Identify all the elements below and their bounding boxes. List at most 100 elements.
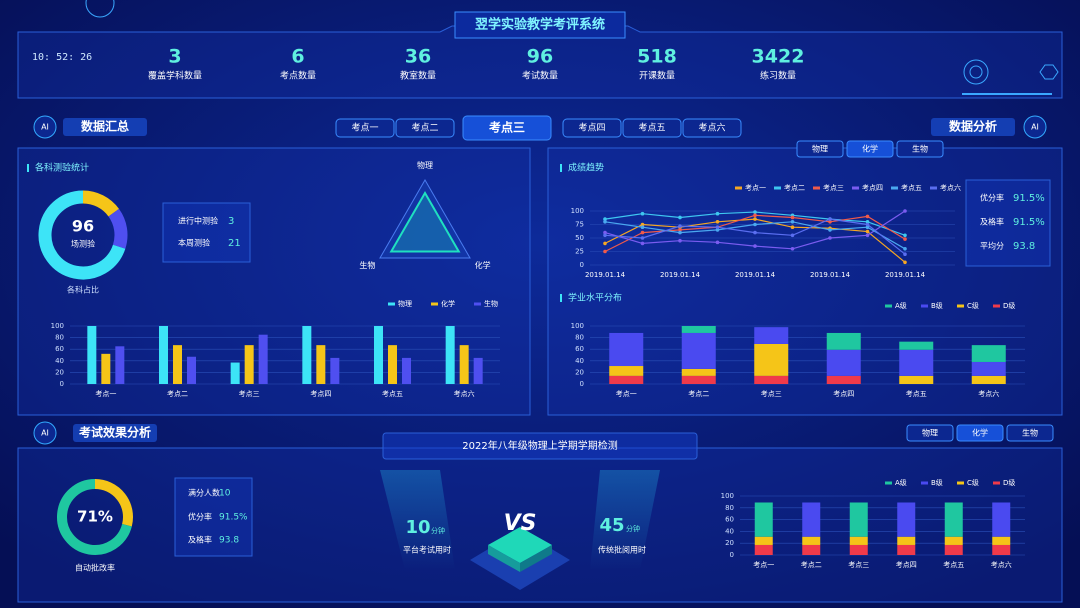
bar-segment [897,544,916,555]
subject-tab[interactable] [846,140,894,158]
vs-right-label: 传统批阅用时 [598,545,646,555]
line-point [903,260,907,265]
site-tab-label: 考点二 [411,123,438,134]
line-point [865,233,870,238]
bar [388,345,397,384]
info-value: 91.5% [219,513,248,523]
x-tick-label: 考点六 [991,560,1012,569]
bar-segment [802,536,821,545]
legend-swatch [431,302,438,306]
line-point [828,220,832,224]
site-tab[interactable] [335,118,395,138]
site-tab-label: 考点六 [698,122,725,134]
bar [459,345,469,384]
y-tick-label: 20 [725,539,734,547]
line-point [603,241,607,246]
line-point [678,238,682,243]
line-point [715,228,720,232]
bar-segment [826,349,861,376]
site-tab[interactable] [462,115,552,141]
legend-swatch [957,481,964,485]
clock: 10: 52: 26 [32,52,92,63]
vs-left-unit: 分钟 [431,526,445,535]
legend-swatch [921,481,928,485]
y-tick-label: 60 [725,516,734,524]
exam-title: 2022年八年级物理上学期学期检测 [462,439,617,452]
subtitle: 学业水平分布 [568,292,622,304]
x-tick-label: 考点一 [95,390,116,398]
line-point [603,220,607,224]
donut-caption: 自动批改率 [75,563,115,573]
legend-swatch [474,302,481,306]
bar-segment [754,327,789,344]
bar-segment [849,544,868,555]
bar [173,345,182,384]
donut-center-value: 96 [72,217,94,236]
bar-segment [971,375,1006,384]
line-point [753,230,757,235]
x-tick-label: 考点二 [801,561,822,569]
vs-beams [380,470,660,590]
line-point [640,225,645,229]
line-point [678,230,682,235]
bar [316,345,326,384]
subject-tab[interactable] [956,424,1004,442]
x-tick-label: 考点三 [761,390,782,398]
bar-segment [826,332,861,350]
stat-value: 96 [527,46,553,68]
stat-label: 考试数量 [522,70,558,82]
line-point [865,222,870,227]
legend-label: 物理 [398,299,412,308]
bar-segment [802,544,821,555]
title-box [454,11,626,39]
line-point [903,252,907,256]
donut-segment [108,208,128,249]
legend-swatch [735,186,742,190]
legend-label: 考点五 [901,184,922,192]
legend-label: C级 [967,478,979,487]
bar-segment [681,332,716,369]
info-value: 10 [219,489,231,499]
y-tick-label: 0 [580,261,584,269]
bar-segment [944,502,963,537]
subject-tab[interactable] [896,140,944,158]
stat-label: 练习数量 [760,70,796,82]
subject-tab-label: 物理 [922,428,938,438]
legend-swatch [891,186,898,190]
subject-tab[interactable] [1006,424,1054,442]
info-value: 21 [228,238,241,249]
bar-segment [826,375,861,384]
subject-tab-label: 化学 [972,428,988,438]
vs-left-label: 平台考试用时 [403,545,451,555]
site-tab[interactable] [622,118,682,138]
site-tab[interactable] [562,118,622,138]
subtitle: 各科测验统计 [35,162,89,174]
legend-label: 生物 [484,299,498,308]
y-tick-label: 50 [575,234,584,242]
legend-label: A级 [895,301,907,310]
site-tab[interactable] [395,118,455,138]
ai-badge [1023,115,1047,139]
stat-value: 6 [291,46,304,68]
subtitle: 成绩趋势 [568,162,604,174]
y-tick-label: 20 [55,368,64,376]
bar-segment [971,345,1006,362]
ai-badge-text: AI [1031,123,1039,132]
legend-swatch [852,186,859,190]
line-point [678,224,682,228]
site-tab[interactable] [682,118,742,138]
subject-tab[interactable] [796,140,844,158]
bar-segment [897,536,916,545]
donut-caption: 各科占比 [67,285,99,295]
line-point [790,247,795,251]
donut-center-label: 71% [77,508,113,526]
line-point [790,225,795,229]
line-point [603,217,607,221]
site-tab-label: 考点四 [578,123,605,134]
legend-label: B级 [931,301,943,310]
legend-swatch [930,186,937,190]
subject-tab[interactable] [906,424,954,442]
subtitle-marker [560,294,562,302]
ai-badge-text: AI [41,429,49,438]
ai-badge [33,421,57,445]
